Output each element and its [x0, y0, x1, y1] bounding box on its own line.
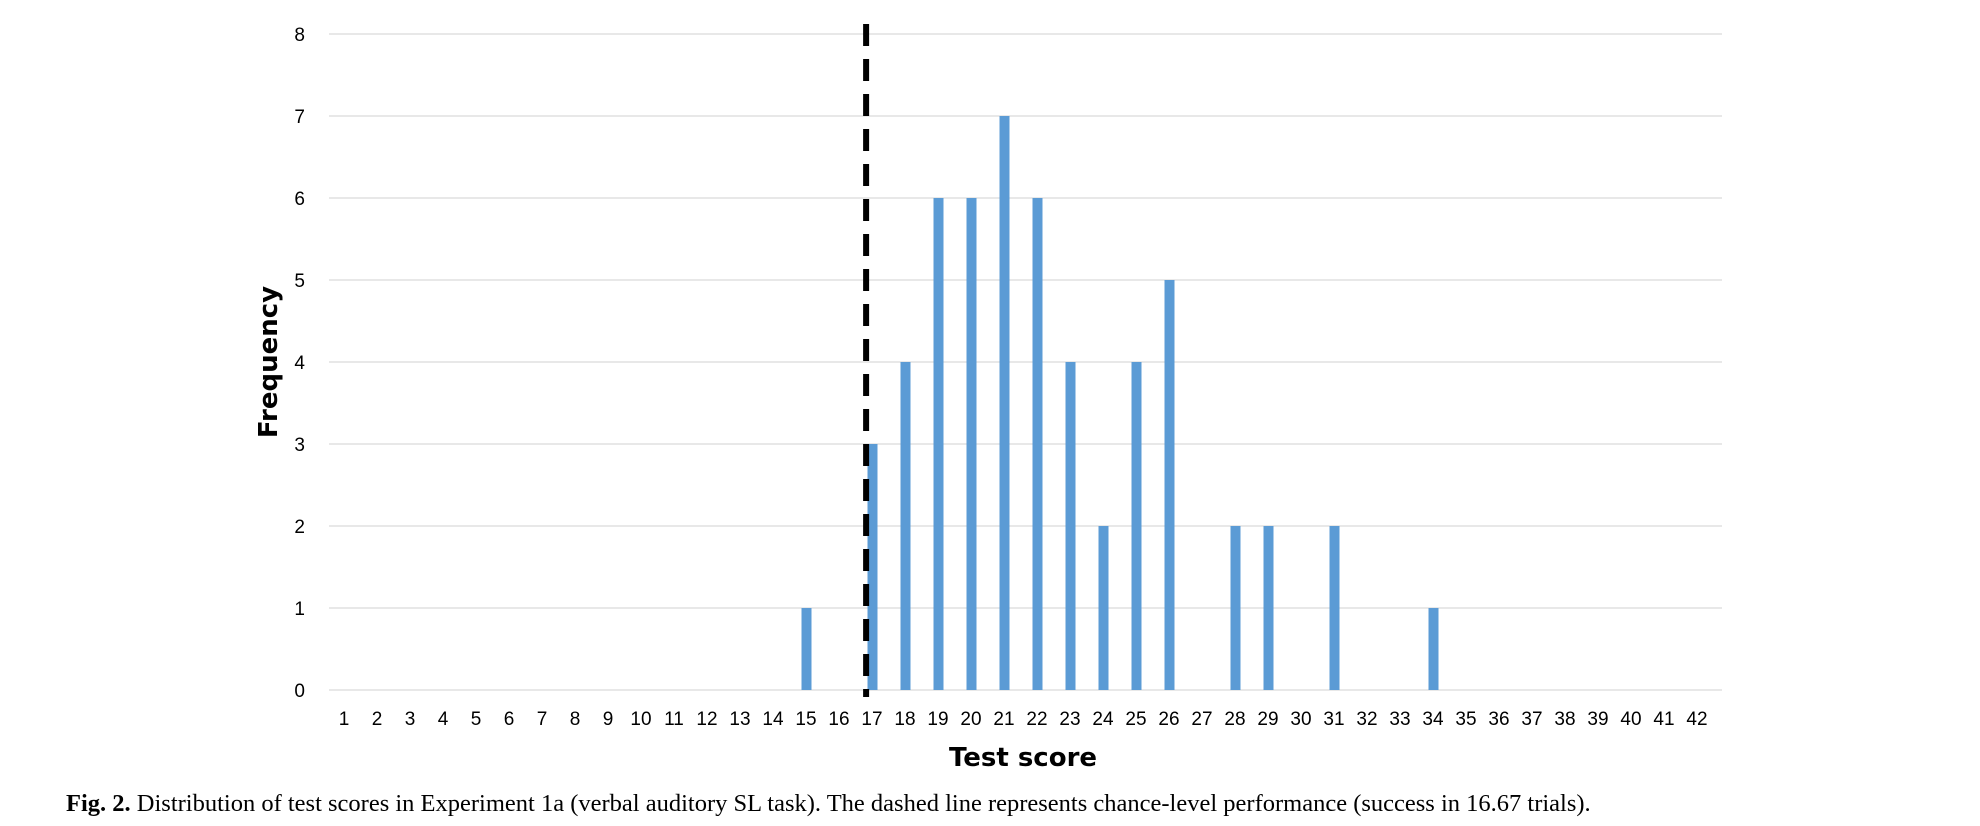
x-tick-label: 5: [471, 709, 482, 730]
y-tick-label: 1: [294, 599, 305, 620]
x-tick-label: 13: [729, 709, 750, 730]
bar-score-26: [1164, 280, 1175, 690]
gridlines: [329, 33, 1722, 691]
x-tick-label: 7: [537, 709, 548, 730]
x-tick-label: 22: [1026, 709, 1047, 730]
y-tick-label: 0: [294, 681, 305, 702]
x-tick-label: 30: [1290, 709, 1311, 730]
x-tick-label: 28: [1224, 709, 1245, 730]
bar-score-23: [1065, 362, 1076, 690]
x-tick-label: 33: [1389, 709, 1410, 730]
x-tick-label: 32: [1356, 709, 1377, 730]
x-tick-labels: 1 2 3 4 5 6 7 8 9 10 11 12 13 14 15 16 17 18 19 20 21 22 23 24 2…: [339, 709, 1708, 730]
x-tick-label: 2: [372, 709, 383, 730]
x-tick-label: 34: [1422, 709, 1444, 730]
bar-score-18: [900, 362, 911, 690]
x-tick-label: 20: [960, 709, 981, 730]
x-tick-label: 12: [696, 709, 717, 730]
x-tick-label: 24: [1092, 709, 1114, 730]
bar-score-21: [999, 116, 1010, 690]
bar-score-22: [1032, 198, 1043, 690]
x-tick-label: 9: [603, 709, 614, 730]
x-tick-label: 42: [1686, 709, 1707, 730]
bar-score-24: [1098, 526, 1109, 690]
x-tick-label: 29: [1257, 709, 1278, 730]
y-tick-label: 4: [294, 353, 305, 374]
x-tick-label: 21: [993, 709, 1014, 730]
x-tick-label: 41: [1653, 709, 1674, 730]
x-tick-label: 16: [828, 709, 849, 730]
caption-text: Distribution of test scores in Experimen…: [130, 790, 1591, 817]
x-tick-label: 25: [1125, 709, 1146, 730]
x-tick-label: 23: [1059, 709, 1080, 730]
x-tick-label: 38: [1554, 709, 1575, 730]
figure-caption: Fig. 2. Distribution of test scores in E…: [66, 790, 1591, 818]
x-tick-label: 31: [1323, 709, 1344, 730]
bar-score-17: [867, 444, 878, 690]
bar-score-28: [1230, 526, 1241, 690]
bar-score-29: [1263, 526, 1274, 690]
bar-score-34: [1428, 608, 1439, 690]
x-tick-label: 14: [762, 709, 784, 730]
x-tick-label: 19: [927, 709, 948, 730]
x-tick-label: 6: [504, 709, 515, 730]
x-tick-label: 17: [861, 709, 882, 730]
x-tick-label: 4: [438, 709, 449, 730]
y-tick-label: 2: [294, 517, 305, 538]
y-tick-label: 5: [294, 271, 305, 292]
x-tick-label: 37: [1521, 709, 1542, 730]
y-tick-label: 3: [294, 435, 305, 456]
x-tick-label: 15: [795, 709, 816, 730]
x-tick-label: 26: [1158, 709, 1179, 730]
y-tick-labels: 0 1 2 3 4 5 6 7 8: [294, 25, 305, 702]
x-tick-label: 11: [664, 709, 684, 730]
bar-score-15: [801, 608, 812, 690]
x-tick-label: 10: [630, 709, 651, 730]
x-tick-label: 27: [1191, 709, 1212, 730]
x-tick-label: 8: [570, 709, 581, 730]
figure-label: Fig. 2.: [66, 790, 131, 817]
x-tick-label: 1: [339, 709, 350, 730]
x-tick-label: 3: [405, 709, 416, 730]
bar-score-20: [966, 198, 977, 690]
x-tick-label: 36: [1488, 709, 1509, 730]
y-tick-label: 6: [294, 189, 305, 210]
x-tick-label: 18: [894, 709, 915, 730]
x-tick-label: 39: [1587, 709, 1608, 730]
x-axis-title: Test score: [949, 743, 1097, 773]
bar-score-31: [1329, 526, 1340, 690]
x-tick-label: 40: [1620, 709, 1641, 730]
x-tick-label: 35: [1455, 709, 1476, 730]
bars: [801, 116, 1439, 690]
y-tick-label: 7: [294, 107, 305, 128]
y-tick-label: 8: [294, 25, 305, 46]
bar-score-19: [933, 198, 944, 690]
bar-score-25: [1131, 362, 1142, 690]
y-axis-title: Frequency: [254, 286, 284, 438]
